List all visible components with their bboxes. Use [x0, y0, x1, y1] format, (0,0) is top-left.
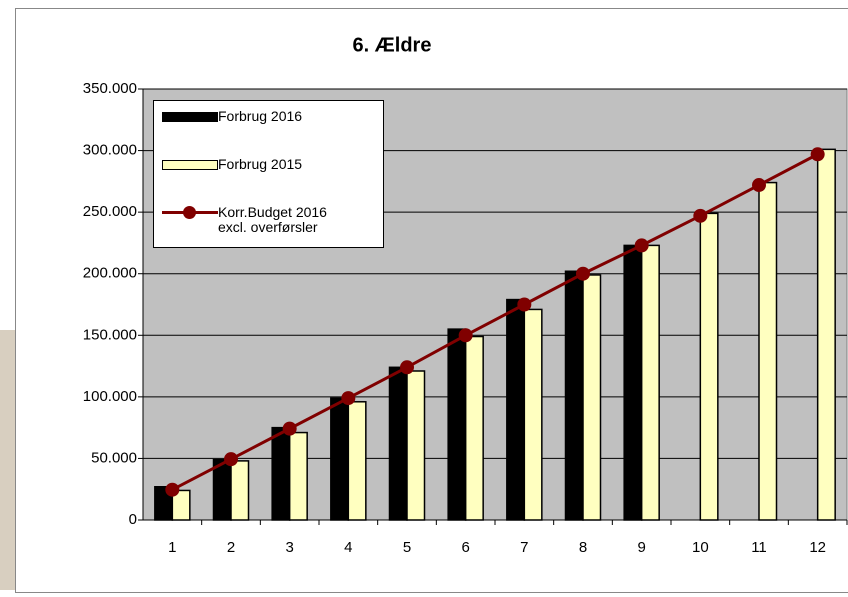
legend-label: Korr.Budget 2016 excl. overførsler [218, 205, 338, 235]
bar [642, 245, 660, 520]
marker [517, 298, 531, 312]
marker [283, 422, 297, 436]
y-tick-label: 0 [129, 511, 137, 528]
marker [635, 238, 649, 252]
legend-key [162, 160, 218, 170]
bar [214, 460, 232, 520]
chart-title: 6. Ældre [353, 34, 432, 56]
bar [448, 329, 466, 520]
y-tick-label: 150.000 [83, 326, 137, 343]
marker [576, 267, 590, 281]
x-tick-label: 10 [692, 539, 709, 556]
marker [165, 483, 179, 497]
bar [507, 300, 525, 520]
x-tick-label: 3 [285, 539, 293, 556]
y-tick-label: 250.000 [83, 203, 137, 220]
marker [341, 391, 355, 405]
x-tick-label: 5 [403, 539, 411, 556]
bar [290, 433, 308, 520]
legend-entry: Forbrug 2015 [154, 157, 368, 172]
marker [400, 360, 414, 374]
bar [700, 213, 718, 520]
x-tick-label: 9 [637, 539, 645, 556]
x-tick-label: 6 [461, 539, 469, 556]
bar [231, 461, 249, 520]
marker [752, 178, 766, 192]
x-tick-label: 7 [520, 539, 528, 556]
bar [624, 245, 642, 520]
legend-entry: Korr.Budget 2016 excl. overførsler [154, 205, 338, 235]
bar [583, 275, 601, 520]
page: {"chart_data": {"type": "bar", "title": … [0, 0, 848, 597]
bar [524, 309, 542, 520]
legend-label: Forbrug 2015 [218, 157, 368, 172]
x-tick-label: 11 [751, 539, 767, 556]
bar [466, 337, 484, 520]
x-tick-label: 2 [227, 539, 235, 556]
marker [811, 147, 825, 161]
legend-entry: Forbrug 2016 [154, 109, 368, 124]
x-tick-label: 8 [579, 539, 587, 556]
legend-key [162, 112, 218, 122]
legend-key [162, 205, 218, 219]
bar [272, 428, 290, 520]
background-strip [0, 330, 15, 590]
y-tick-label: 200.000 [83, 265, 137, 282]
bar [407, 371, 425, 520]
chart: 6. Ældre 0 50.000 100.000 150.000 200.000 250… [0, 0, 848, 597]
x-tick-label: 12 [809, 539, 826, 556]
bar [818, 149, 836, 520]
y-tick-label: 50.000 [91, 449, 137, 466]
marker [459, 328, 473, 342]
bar [759, 183, 777, 520]
marker [224, 452, 238, 466]
bar [566, 271, 584, 520]
bar [390, 367, 408, 520]
legend: Forbrug 2016 Forbrug 2015 Korr.Budget 2016… [153, 100, 384, 248]
y-tick-label: 350.000 [83, 80, 137, 97]
y-tick-label: 300.000 [83, 142, 137, 159]
bar [331, 398, 349, 520]
marker [693, 209, 707, 223]
legend-label: Forbrug 2016 [218, 109, 368, 124]
bar [348, 402, 366, 520]
x-tick-label: 1 [168, 539, 176, 556]
x-tick-label: 4 [344, 539, 352, 556]
y-tick-label: 100.000 [83, 388, 137, 405]
